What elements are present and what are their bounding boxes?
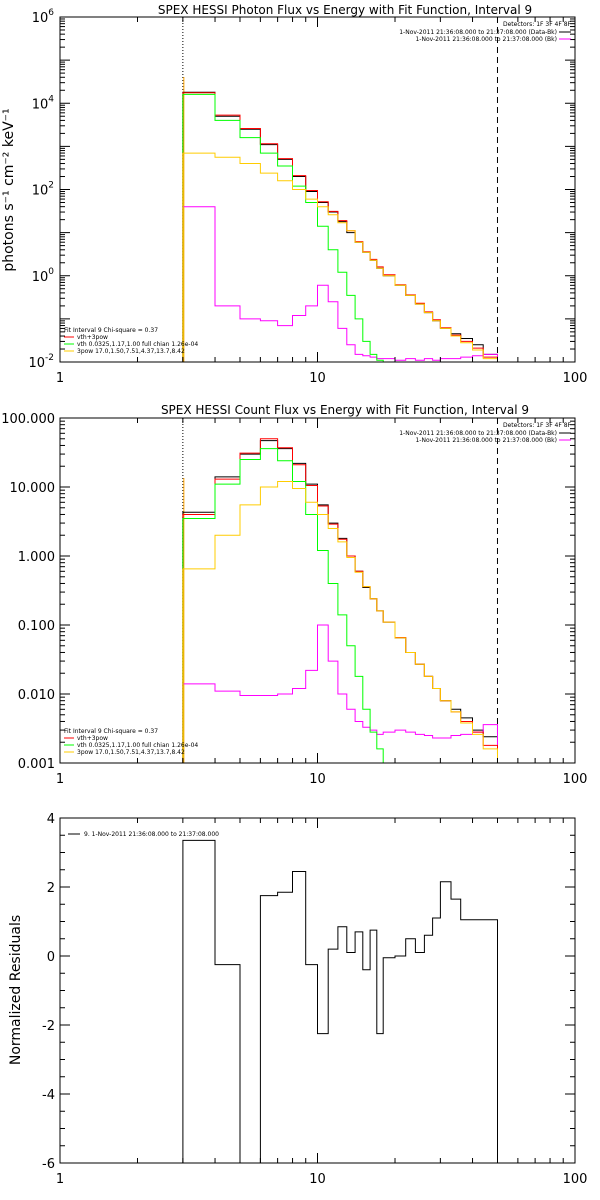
count-flux-x-tick-label: 10 — [309, 772, 326, 787]
count-flux-y-tick-label: 10.000 — [10, 481, 56, 496]
photon-flux-y-tick-label: 100 — [32, 267, 55, 285]
count-flux-fit-legend-entry: vth 0.0325,1.17,1.00 full chian 1.26e-04 — [77, 742, 198, 749]
count-flux-fit-legend-entry: 3pow 17.0,1.50,7.51,4.37,13.7,8.42 — [77, 749, 185, 756]
count-flux-y-tick-label: 0.010 — [18, 688, 55, 703]
count-flux-legend-entry: 1-Nov-2011 21:36:08.000 to 21:37:08.000 … — [415, 437, 557, 444]
photon-flux-fit-legend-entry: vth+3pow — [77, 334, 108, 341]
count-flux-fit-legend-entry: vth+3pow — [77, 735, 108, 742]
count-flux-x-tick-label: 100 — [563, 772, 588, 787]
photon-flux-y-tick-label: 104 — [32, 94, 55, 112]
count-flux-ticks: 1 10 100 0.001 0.010 0.100 1.000 10.000 100.000 — [1, 412, 587, 787]
count-flux-fit-legend-header: Fit Interval 9 Chi-square = 0.37 — [64, 728, 158, 735]
count-flux-series-3pow — [182, 481, 498, 763]
residuals-x-tick-label: 100 — [563, 1172, 588, 1187]
residuals-y-tick-label: -4 — [42, 1088, 55, 1103]
count-flux-title: SPEX HESSI Count Flux vs Energy with Fit… — [161, 403, 529, 417]
photon-flux-series-bk — [182, 206, 498, 362]
photon-flux-x-tick-label: 100 — [563, 371, 588, 386]
photon-flux-ylabel: photons s⁻¹ cm⁻² keV⁻¹ — [1, 108, 17, 271]
residuals-y-tick-label: -2 — [42, 1019, 55, 1034]
residuals-y-tick-label: 4 — [47, 812, 55, 827]
photon-flux-fit-legend-entry: 3pow 17.0,1.50,7.51,4.37,13.7,8.42 — [77, 348, 185, 355]
residuals-y-tick-label: -6 — [42, 1157, 55, 1172]
photon-flux-x-tick-label: 10 — [309, 371, 326, 386]
photon-flux-title: SPEX HESSI Photon Flux vs Energy with Fi… — [158, 3, 532, 17]
panel-photon-flux: SPEX HESSI Photon Flux vs Energy with Fi… — [1, 3, 587, 386]
residuals-y-tick-label: 2 — [47, 881, 55, 896]
residuals-y-tick-label: 0 — [47, 950, 55, 965]
count-flux-x-tick-label: 1 — [56, 772, 64, 787]
photon-flux-fit-legend-header: Fit Interval 9 Chi-square = 0.37 — [64, 327, 158, 334]
residuals-x-tick-label: 1 — [56, 1172, 64, 1187]
count-flux-legend-entry: 1-Nov-2011 21:36:08.000 to 21:37:08.000 … — [399, 430, 557, 437]
count-flux-series — [182, 418, 498, 764]
photon-flux-ticks: 1 10 100 10-2 100 102 104 106 — [28, 8, 587, 386]
count-flux-y-tick-label: 0.100 — [18, 619, 55, 634]
residuals-legend: 9. 1-Nov-2011 21:36:08.000 to 21:37:08.0… — [68, 831, 219, 838]
photon-flux-frame — [59, 16, 576, 363]
count-flux-y-tick-label: 0.001 — [18, 757, 55, 772]
residuals-legend-entry: 9. 1-Nov-2011 21:36:08.000 to 21:37:08.0… — [84, 831, 219, 838]
panel-residuals: 1 10 100 -6 -4 -2 0 2 4 9. 1-Nov-2011 21:36:08.0… — [8, 812, 587, 1187]
count-flux-y-tick-label: 100.000 — [1, 412, 55, 427]
residuals-ticks: 1 10 100 -6 -4 -2 0 2 4 — [42, 812, 587, 1187]
residuals-series — [182, 839, 498, 1164]
panel-count-flux: SPEX HESSI Count Flux vs Energy with Fit… — [1, 403, 587, 787]
photon-flux-legend-entry: 1-Nov-2011 21:36:08.000 to 21:37:08.000 … — [415, 36, 557, 43]
photon-flux-series — [182, 17, 498, 363]
count-flux-frame — [59, 417, 576, 764]
photon-flux-y-tick-label: 102 — [32, 181, 54, 199]
residuals-x-tick-label: 10 — [309, 1172, 326, 1187]
photon-flux-y-tick-label: 10-2 — [28, 353, 54, 371]
photon-flux-legend-entry: 1-Nov-2011 21:36:08.000 to 21:37:08.000 … — [399, 29, 557, 36]
photon-flux-y-tick-label: 106 — [32, 8, 55, 26]
count-flux-legend-header: Detectors: 1F 3F 4F 8F — [503, 422, 572, 429]
residuals-series-9-1-nov-2011-21-36-08-000-to-21-37-08-000 — [182, 839, 498, 1164]
photon-flux-series-3pow — [182, 152, 498, 362]
count-flux-legend: Detectors: 1F 3F 4F 8F1-Nov-2011 21:36:0… — [64, 422, 572, 756]
count-flux-y-tick-label: 1.000 — [18, 550, 55, 565]
photon-flux-fit-legend-entry: vth 0.0325,1.17,1.00 full chian 1.26e-04 — [77, 341, 198, 348]
photon-flux-x-tick-label: 1 — [56, 371, 64, 386]
residuals-ylabel: Normalized Residuals — [8, 915, 24, 1065]
residuals-frame — [59, 817, 576, 1164]
photon-flux-legend: Detectors: 1F 3F 4F 8F1-Nov-2011 21:36:0… — [64, 21, 572, 355]
photon-flux-legend-header: Detectors: 1F 3F 4F 8F — [503, 21, 572, 28]
